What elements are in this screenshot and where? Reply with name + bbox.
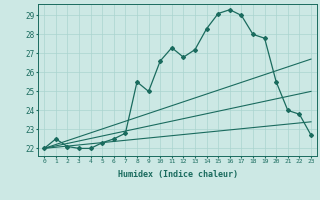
X-axis label: Humidex (Indice chaleur): Humidex (Indice chaleur) (118, 170, 238, 179)
